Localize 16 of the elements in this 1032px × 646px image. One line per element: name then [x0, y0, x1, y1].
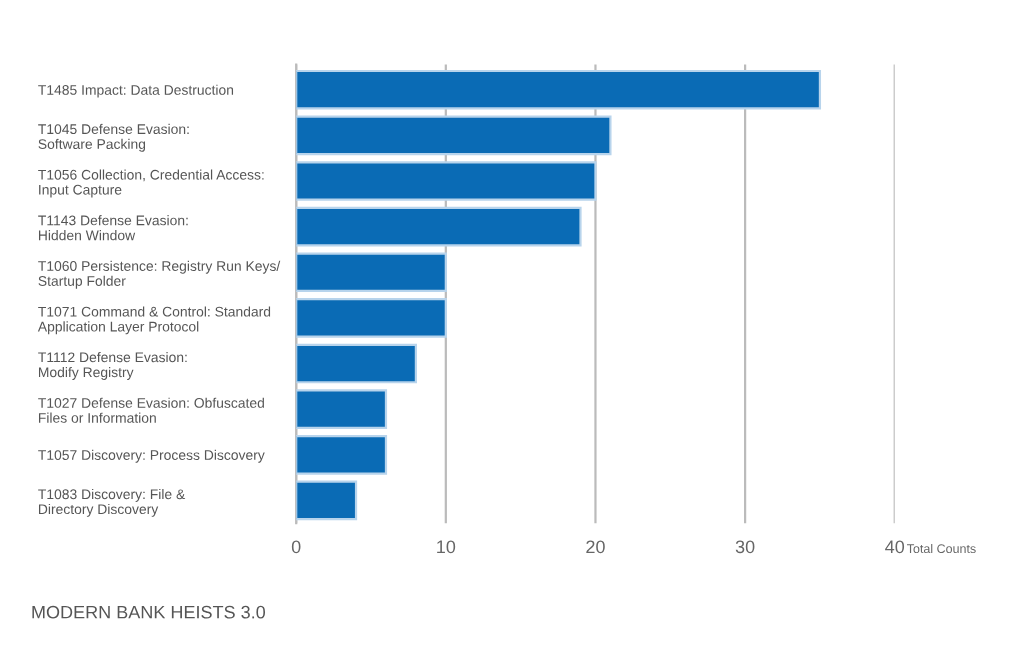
- bar: [296, 389, 388, 429]
- bar: [296, 343, 418, 384]
- x-tick-label: 40: [885, 540, 905, 554]
- bar: [296, 480, 358, 521]
- bar: [296, 434, 388, 475]
- text: MODERN BANK HEISTS 3.0: [32, 605, 266, 619]
- bar: [296, 298, 447, 338]
- bar: [296, 115, 612, 156]
- x-tick-label: 20: [586, 540, 605, 554]
- bar: [296, 69, 822, 110]
- x-tick-label: 0: [291, 540, 301, 554]
- x-tick-label: 10: [437, 540, 456, 554]
- x-tick-label: 30: [735, 540, 755, 554]
- bar: [296, 252, 447, 293]
- bar: [296, 161, 597, 201]
- bar: [296, 206, 582, 247]
